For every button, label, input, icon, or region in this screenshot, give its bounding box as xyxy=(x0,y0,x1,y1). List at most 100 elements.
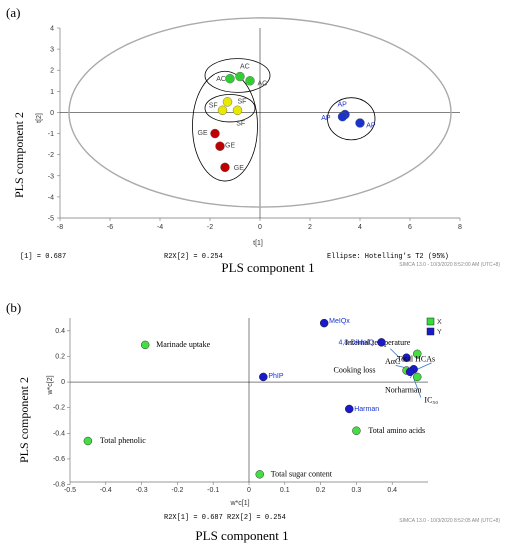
loading-arrow xyxy=(390,348,400,359)
legend-y-label: Y xyxy=(437,329,442,336)
panel-a-xtick-label: -8 xyxy=(57,224,63,231)
x-variable-point xyxy=(255,470,264,479)
score-point-ac xyxy=(245,76,255,86)
loading-arrow xyxy=(417,362,432,370)
panel-b-xlabel-small: w*c[1] xyxy=(229,500,249,507)
x-variable-label: Total amino acids xyxy=(368,426,425,435)
group-ellipse xyxy=(204,58,271,93)
panel-b-xtick-label: 0 xyxy=(247,487,251,494)
panel-b-watermark: SIMCA 13.0 - 10/3/2020 8:52:05 AM (UTC+8… xyxy=(399,518,500,524)
x-variable-point xyxy=(83,436,93,446)
panel-b-ytick-label: -0.2 xyxy=(53,405,65,412)
score-label-ac: AC xyxy=(258,80,268,87)
panel-b-ytick-label: -0.6 xyxy=(53,456,65,463)
panel-a-xlabel-small: t[1] xyxy=(253,240,263,247)
panel-b-ytick-label: -0.4 xyxy=(53,430,65,437)
panel-a-ytick-label: 4 xyxy=(50,26,54,33)
panel-a-xtick-label: 4 xyxy=(358,224,362,231)
y-variable-point xyxy=(344,404,354,414)
panel-a-ytick-label: 2 xyxy=(50,68,54,75)
panel-a-footer-right: Ellipse: Hotelling's T2 (95%) xyxy=(327,253,449,261)
score-point-ge xyxy=(210,128,220,139)
loading-annotation: Total HCAs xyxy=(397,355,435,364)
loading-arrow xyxy=(413,378,422,398)
panel-b-ytick-label: -0.8 xyxy=(53,482,65,489)
panel-a-footer-mid: R2X[2] = 0.254 xyxy=(164,253,223,261)
score-point-ap xyxy=(337,111,348,122)
group-ellipse xyxy=(204,94,256,123)
y-variable-label: PhIP xyxy=(268,373,284,380)
x-variable-point xyxy=(413,372,422,382)
panel-a-xtick-label: 2 xyxy=(308,224,312,231)
panel-b-ytick-label: 0.4 xyxy=(55,328,65,335)
y-variable-point xyxy=(405,367,415,377)
legend-x-label: X xyxy=(437,319,442,326)
score-point-ac xyxy=(225,73,235,84)
loading-annotation: AαC xyxy=(385,357,400,366)
panel-b: (b) PLS component 2 w*c[2] w*c[1] R2X[1]… xyxy=(6,300,500,543)
score-point-ac xyxy=(235,71,245,82)
score-point-ge xyxy=(220,162,230,173)
panel-b-ylabel: PLS component 2 xyxy=(17,377,31,463)
score-point-sf xyxy=(217,105,228,116)
y-variable-point xyxy=(377,338,386,347)
y-variable-point xyxy=(259,372,268,382)
score-label-ap: AP xyxy=(366,123,376,130)
panel-a-ytick-label: -5 xyxy=(48,216,54,223)
score-label-ac: AC xyxy=(240,64,250,71)
panel-a-xlabel: PLS component 1 xyxy=(221,260,314,275)
panel-a-ytick-label: 3 xyxy=(50,47,54,54)
panel-b-ytick-label: 0 xyxy=(61,379,65,386)
panel-a-ytick-label: -1 xyxy=(48,131,54,138)
panel-b-xtick-label: -0.5 xyxy=(64,487,76,494)
panel-b-xtick-label: 0.1 xyxy=(280,487,290,494)
panel-a-ytick-label: 1 xyxy=(50,89,54,96)
group-ellipse xyxy=(327,97,376,141)
panel-b-xtick-label: 0.3 xyxy=(352,487,362,494)
panel-a-ytick-label: -3 xyxy=(48,173,54,180)
panel-b-xtick-label: 0.4 xyxy=(387,487,397,494)
y-variable-point xyxy=(319,318,329,328)
x-variable-label: Total sugar content xyxy=(271,469,333,478)
group-ellipse xyxy=(192,70,258,182)
score-label-ap: AP xyxy=(338,102,348,109)
score-label-ac: AC xyxy=(216,76,226,83)
y-variable-label: Harman xyxy=(354,406,379,413)
panel-a-footer-left: [1] = 0.687 xyxy=(20,253,66,261)
x-variable-label: Cooking loss xyxy=(334,366,376,375)
score-label-sf: SF xyxy=(209,103,218,110)
score-label-ge: GE xyxy=(234,165,244,172)
panel-b-footer: R2X[1] = 0.687 R2X[2] = 0.254 xyxy=(164,514,286,522)
panel-b-xtick-label: 0.2 xyxy=(316,487,326,494)
panel-a-plot: -8 -6 -4 -2 0 2 4 6 8 -5 -4 -3 -2 -1 0 1 2 3 4 AC AC AC SF SF SF… xyxy=(48,17,462,231)
panel-b-xlabel: PLS component 1 xyxy=(195,528,288,543)
panel-b-xtick-label: -0.2 xyxy=(171,487,183,494)
panel-b-ylabel-small: w*c[2] xyxy=(47,375,54,395)
panel-a-ylabel: PLS component 2 xyxy=(12,112,26,198)
x-variable-point xyxy=(413,349,422,359)
panel-a-xtick-label: -4 xyxy=(157,224,163,231)
panel-b-xtick-label: -0.1 xyxy=(207,487,219,494)
legend-y-swatch xyxy=(426,327,435,336)
x-variable-label: Total phenolic xyxy=(100,436,146,445)
score-point-sf xyxy=(222,97,233,107)
panel-a-ytick-label: -2 xyxy=(48,152,54,159)
panel-a: (a) PLS component 2 t[2] t[1] PLS compon… xyxy=(6,5,500,275)
panel-a-ylabel-small: t[2] xyxy=(36,113,43,123)
x-variable-point xyxy=(140,340,150,350)
loading-annotation: Norharman xyxy=(385,385,421,394)
score-label-ge: GE xyxy=(225,143,235,150)
panel-a-ytick-label: 0 xyxy=(50,110,54,117)
panel-a-watermark: SIMCA 13.0 - 10/3/2020 8:52:00 AM (UTC+8… xyxy=(399,262,500,268)
loading-annotation: IC₅₀ xyxy=(424,396,438,405)
panel-b-xtick-label: -0.4 xyxy=(100,487,112,494)
y-variable-point xyxy=(402,353,411,362)
score-point-ge xyxy=(215,141,225,151)
score-label-sf: SF xyxy=(236,121,245,128)
hotelling-ellipse xyxy=(68,17,452,208)
panel-a-label: (a) xyxy=(6,5,20,20)
legend-x-swatch xyxy=(426,317,435,326)
panel-a-xtick-label: 8 xyxy=(458,224,462,231)
panel-a-ytick-label: -4 xyxy=(48,194,54,201)
